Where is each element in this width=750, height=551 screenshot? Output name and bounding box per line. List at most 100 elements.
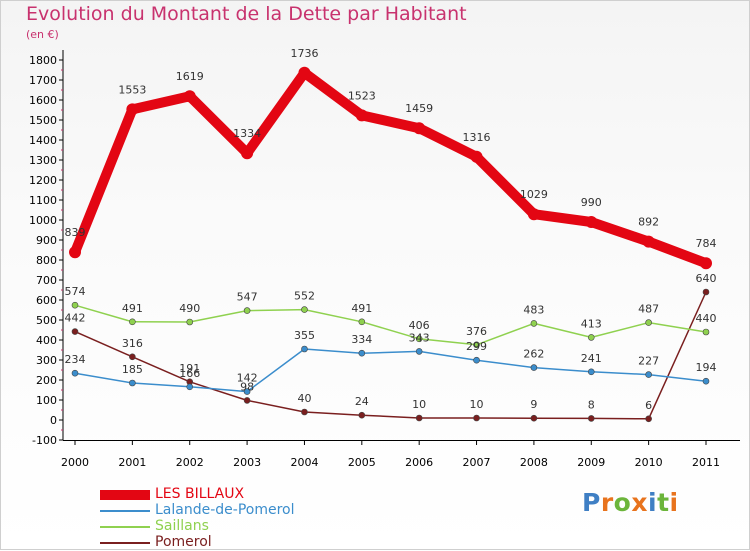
chart-title: Evolution du Montant de la Dette par Hab… <box>26 3 467 25</box>
legend-label: Saillans <box>155 518 209 534</box>
data-point <box>585 216 598 228</box>
data-label: 1334 <box>233 127 261 140</box>
data-label: 142 <box>237 372 258 385</box>
data-label: 299 <box>466 340 487 353</box>
x-tick-label: 2003 <box>233 456 261 469</box>
y-tick-label: 300 <box>36 354 57 367</box>
data-point <box>702 328 710 336</box>
series-line-3 <box>74 291 707 420</box>
data-point <box>470 150 483 163</box>
data-point <box>587 415 595 422</box>
data-label: 10 <box>470 398 484 411</box>
y-tick-label: 1500 <box>29 114 57 127</box>
logo-letter: t <box>657 488 670 517</box>
y-tick-label: 1800 <box>29 54 57 67</box>
logo-letter: i <box>669 488 679 517</box>
data-label: 491 <box>122 302 143 315</box>
data-point <box>71 301 79 309</box>
data-point <box>642 235 655 248</box>
data-label: 10 <box>412 398 426 411</box>
x-tick-label: 2004 <box>290 456 318 469</box>
data-label: 376 <box>466 325 487 338</box>
y-tick-label: 400 <box>36 334 57 347</box>
legend-label: LES BILLAUX <box>155 486 245 502</box>
data-label: 1619 <box>176 70 204 83</box>
data-label: 8 <box>588 398 595 411</box>
data-point <box>473 341 480 349</box>
x-tick-label: 2002 <box>176 456 204 469</box>
data-point <box>241 147 254 160</box>
data-label: 6 <box>645 399 652 412</box>
y-tick-label: 1700 <box>29 74 57 87</box>
data-label: 316 <box>122 337 143 350</box>
data-label: 784 <box>696 237 717 250</box>
data-label: 1459 <box>405 102 433 115</box>
data-point <box>71 369 79 377</box>
data-point <box>301 345 308 353</box>
data-point <box>355 109 368 122</box>
data-label: 1029 <box>520 188 548 201</box>
data-point <box>702 377 710 385</box>
data-label: 1523 <box>348 89 376 102</box>
data-point <box>186 318 194 326</box>
data-label: 487 <box>638 303 659 316</box>
data-label: 40 <box>297 392 311 405</box>
data-point <box>129 353 136 361</box>
data-label: 1316 <box>463 131 491 144</box>
y-tick-label: 0 <box>50 414 57 427</box>
data-label: 547 <box>237 291 258 304</box>
legend-label: Pomerol <box>155 534 212 550</box>
series-line-0 <box>70 67 711 269</box>
data-label: 406 <box>409 319 430 332</box>
y-tick-label: 600 <box>36 294 57 307</box>
data-point <box>645 415 652 423</box>
legend-swatch <box>100 490 150 500</box>
data-point <box>415 335 423 343</box>
data-point <box>243 307 251 314</box>
data-label: 234 <box>65 353 86 366</box>
y-tick-label: 800 <box>36 254 57 267</box>
data-point <box>301 306 308 313</box>
data-point <box>413 122 426 135</box>
x-tick-label: 2007 <box>463 456 491 469</box>
data-point <box>301 408 308 416</box>
data-point <box>473 356 480 364</box>
data-label: 9 <box>530 398 537 411</box>
data-point <box>298 66 311 79</box>
data-label: 98 <box>240 380 254 393</box>
data-point <box>415 348 423 355</box>
data-point <box>358 411 366 419</box>
data-label: 892 <box>638 216 659 229</box>
data-label: 227 <box>638 355 659 368</box>
legend-swatch <box>100 526 150 528</box>
data-point <box>587 368 595 376</box>
data-label: 262 <box>523 348 544 361</box>
data-label: 1553 <box>118 83 146 96</box>
legend-swatch <box>100 510 150 512</box>
data-point <box>645 319 652 326</box>
data-label: 191 <box>179 362 200 375</box>
x-tick-label: 2010 <box>635 456 663 469</box>
logo-letter: i <box>648 488 658 517</box>
y-tick-label: 500 <box>36 314 57 327</box>
y-tick-label: 1300 <box>29 154 57 167</box>
y-tick-label: 1400 <box>29 134 57 147</box>
data-label: 839 <box>65 226 86 239</box>
data-label: 640 <box>696 272 717 285</box>
chart-unit: (en €) <box>26 28 59 41</box>
data-label: 185 <box>122 363 143 376</box>
y-tick-label: 700 <box>36 274 57 287</box>
data-label: 241 <box>581 352 602 365</box>
data-point <box>700 257 712 270</box>
data-label: 491 <box>351 302 372 315</box>
y-tick-label: 100 <box>36 394 57 407</box>
data-point <box>530 364 538 371</box>
data-point <box>530 320 538 327</box>
series-line-2 <box>74 304 707 346</box>
data-point <box>129 318 136 326</box>
data-point <box>126 103 139 116</box>
proxiti-logo: Proxiti <box>582 488 679 517</box>
logo-letter: o <box>613 488 632 517</box>
data-point <box>129 379 136 387</box>
